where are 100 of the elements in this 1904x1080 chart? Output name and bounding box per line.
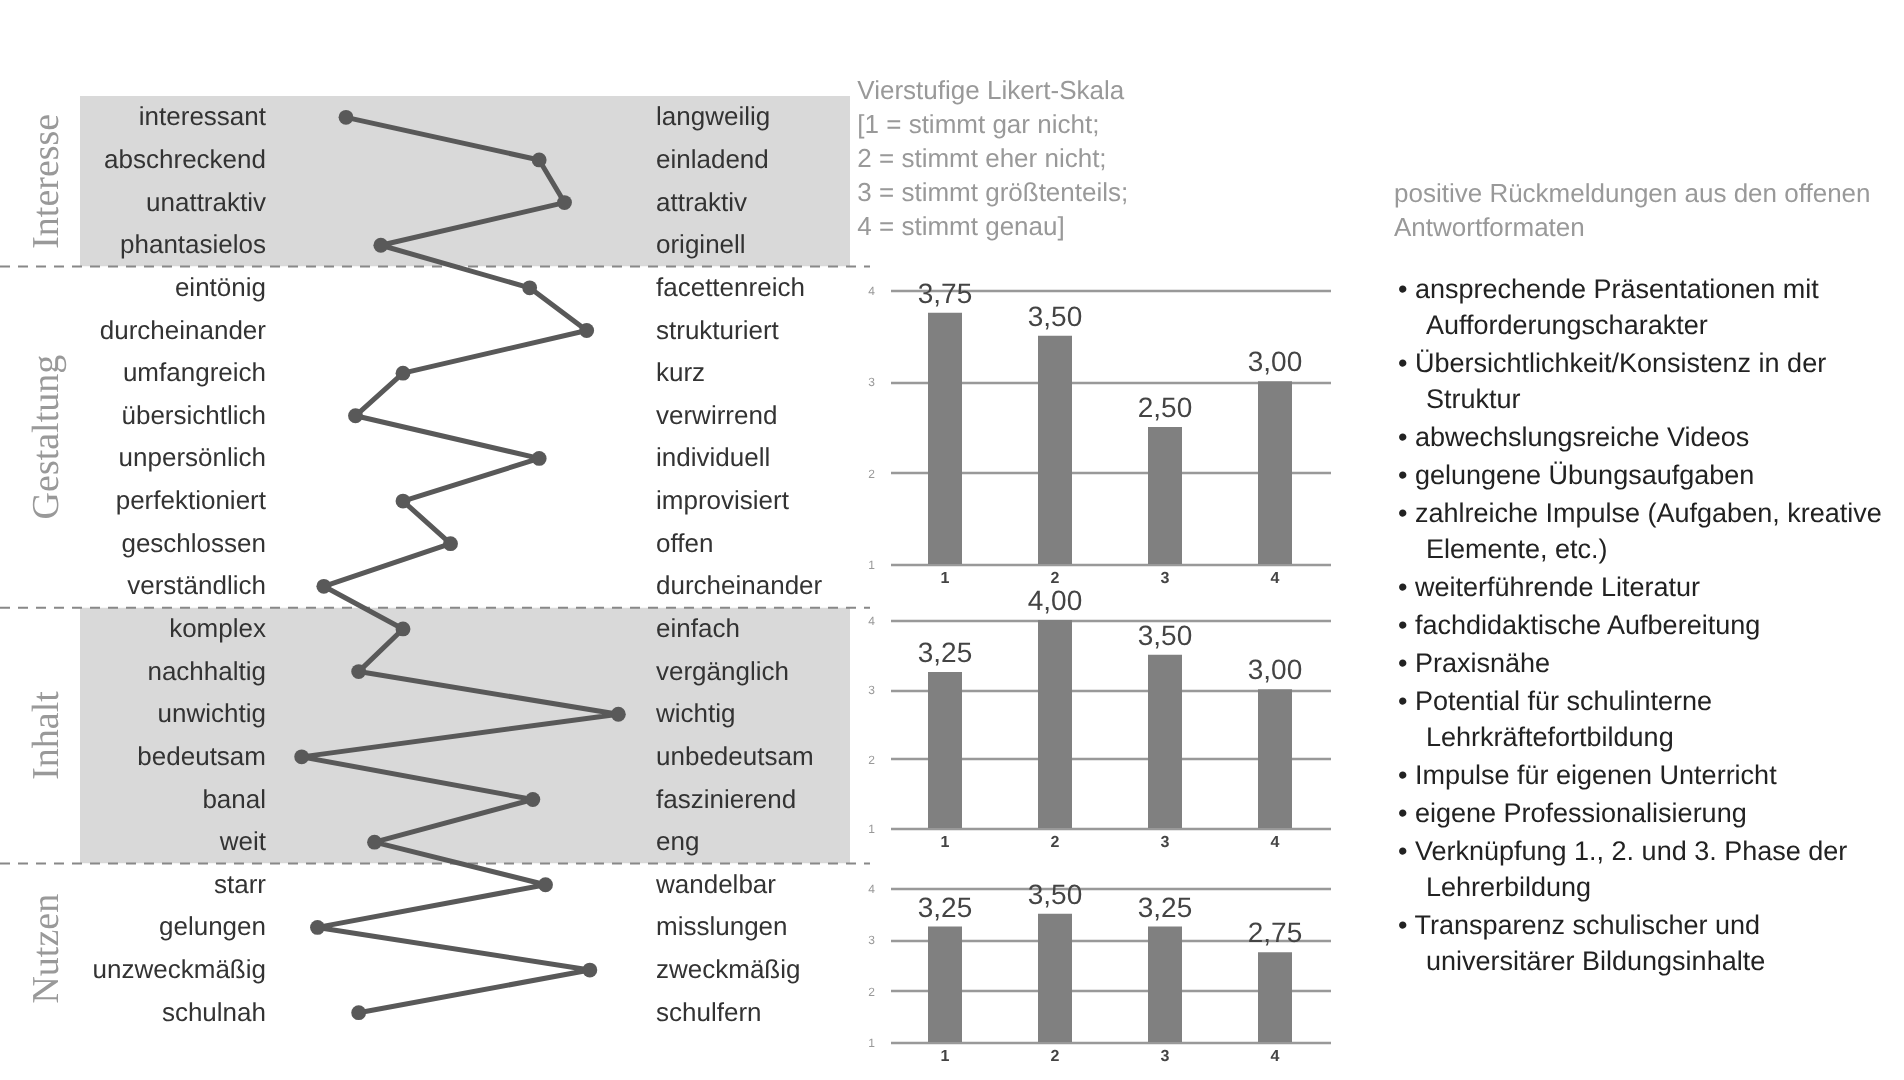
y-tick-label: umfangreich xyxy=(122,357,266,388)
y-tick-label: nachhaltig xyxy=(147,655,266,686)
text: • Potential für schulinterne Lehrkräftefortbildung xyxy=(1396,684,1715,756)
x-tick-label: 3 xyxy=(1160,1047,1171,1065)
y-tick-label: banal xyxy=(202,783,267,814)
point xyxy=(395,493,411,509)
y2-tick-label: durcheinander xyxy=(656,570,824,601)
data-label: 3,25 xyxy=(917,890,973,923)
y-tick-label: übersichtlich xyxy=(121,399,266,430)
point xyxy=(316,578,332,594)
y2-tick-label: einfach xyxy=(656,612,740,643)
y-tick-label: eintönig xyxy=(174,271,266,302)
band-label: Nutzen xyxy=(26,892,68,1004)
y2-tick-label: individuell xyxy=(656,442,771,473)
x-tick-label: 2 xyxy=(1050,1047,1061,1065)
text: • abwechslungsreiche Videos xyxy=(1396,420,1752,456)
y-tick-label: gelungen xyxy=(159,911,266,942)
y2-tick-label: einladend xyxy=(656,143,769,174)
data-label: 3,00 xyxy=(1247,653,1303,686)
point xyxy=(610,706,626,722)
y2-tick-label: originell xyxy=(656,229,746,260)
text: • eigene Professionalisierung xyxy=(1396,796,1749,832)
data-label: 3,50 xyxy=(1137,618,1193,651)
point xyxy=(367,834,382,850)
y-tick-label: geschlossen xyxy=(121,527,266,558)
data-label: 2,75 xyxy=(1247,916,1303,949)
point xyxy=(348,408,363,424)
data-label: 3,25 xyxy=(1137,890,1193,923)
data-label: 4,00 xyxy=(1027,584,1083,616)
y2-tick-label: offen xyxy=(656,527,714,558)
point xyxy=(557,195,572,210)
data-label: 3,25 xyxy=(917,636,973,668)
y-tick-label: unwichtig xyxy=(157,698,266,729)
x-tick-label: 3 xyxy=(1160,569,1171,587)
band-label: Gestaltung xyxy=(26,353,68,520)
data-label: 2,50 xyxy=(1137,391,1193,423)
y-tick-label: weit xyxy=(217,826,267,857)
y2-tick-label: wichtig xyxy=(654,698,736,729)
point xyxy=(538,877,553,893)
point xyxy=(310,920,325,935)
y2-tick-label: misslungen xyxy=(656,911,788,942)
y2-tick-label: schulfern xyxy=(656,996,762,1027)
y-tick-label: durcheinander xyxy=(99,314,268,345)
band-label: Inhalt xyxy=(26,689,68,780)
y-tick-label: interessant xyxy=(138,101,267,132)
text: • gelungene Übungsaufgaben xyxy=(1396,458,1757,494)
text: positive Rückmeldungen aus den offenen Antwortformaten xyxy=(1394,176,1873,244)
point xyxy=(351,664,367,679)
point xyxy=(373,237,389,253)
data-label: 3,50 xyxy=(1027,299,1083,332)
text: • weiterführende Literatur xyxy=(1396,570,1703,606)
y-tick-label: unpersönlich xyxy=(118,442,266,473)
y-tick-label: starr xyxy=(214,868,268,899)
y2-tick-label: wandelbar xyxy=(654,868,778,899)
chart-title: Vierstufige Likert-Skala [1 = stimmt gar nicht; 2 = stimmt eher nicht; 3 = stimmt größtenteils; 4 = stimmt genau] xyxy=(857,74,1129,241)
text: • ansprechende Präsentationen mit Aufforderungscharakter xyxy=(1396,272,1821,344)
y2-tick-label: faszinierend xyxy=(656,783,797,814)
y2-tick-label: attraktiv xyxy=(656,186,749,217)
point xyxy=(525,792,541,807)
x-tick-label: 3 xyxy=(1160,833,1171,851)
x-tick-label: 2 xyxy=(1050,833,1061,851)
y2-tick-label: strukturiert xyxy=(656,314,780,345)
point xyxy=(582,962,598,978)
text: • Praxisnähe xyxy=(1396,646,1553,682)
text: • fachdidaktische Aufbereitung xyxy=(1396,608,1763,644)
band-label: Interesse xyxy=(26,113,68,249)
y-tick-label: perfektioniert xyxy=(115,485,267,516)
data-label: 3,00 xyxy=(1247,345,1303,378)
y2-tick-label: eng xyxy=(656,826,700,857)
point xyxy=(338,109,354,125)
point xyxy=(531,451,547,466)
y2-tick-label: kurz xyxy=(656,357,706,388)
text: • Verknüpfung 1., 2. und 3. Phase der Lehrerbildung xyxy=(1396,834,1850,906)
y2-tick-label: unbedeutsam xyxy=(656,740,814,771)
x-tick-label: 4 xyxy=(1270,569,1281,587)
y-tick-label: abschreckend xyxy=(104,143,266,174)
y-tick-label: unzweckmäßig xyxy=(92,954,266,985)
y-tick-label: bedeutsam xyxy=(137,740,266,771)
y-tick-label: unattraktiv xyxy=(146,186,267,217)
y2-tick-label: facettenreich xyxy=(656,271,805,302)
x-tick-label: 1 xyxy=(940,569,951,587)
point xyxy=(294,749,310,765)
y2-tick-label: langweilig xyxy=(656,101,771,132)
point xyxy=(522,280,538,296)
x-tick-label: 4 xyxy=(1270,1047,1281,1065)
y2-tick-label: zweckmäßig xyxy=(656,954,801,985)
x-tick-label: 2 xyxy=(1050,569,1061,587)
y-tick-label: phantasielos xyxy=(120,229,267,260)
text: • Übersichtlichkeit/Konsistenz in der Struktur xyxy=(1396,346,1829,418)
text: • Transparenz schulischer und universitärer Bildungsinhalte xyxy=(1396,908,1768,980)
point xyxy=(395,621,411,637)
y-tick-label: komplex xyxy=(169,612,267,643)
text: • Impulse für eigenen Unterricht xyxy=(1396,758,1779,794)
y2-tick-label: vergänglich xyxy=(656,655,789,686)
text: • zahlreiche Impulse (Aufgaben, kreative Elemente, etc.) xyxy=(1396,496,1884,568)
point xyxy=(531,152,547,168)
x-tick-label: 1 xyxy=(940,1047,951,1065)
data-label: 3,50 xyxy=(1027,877,1083,910)
point xyxy=(351,1005,367,1021)
point xyxy=(395,365,411,381)
